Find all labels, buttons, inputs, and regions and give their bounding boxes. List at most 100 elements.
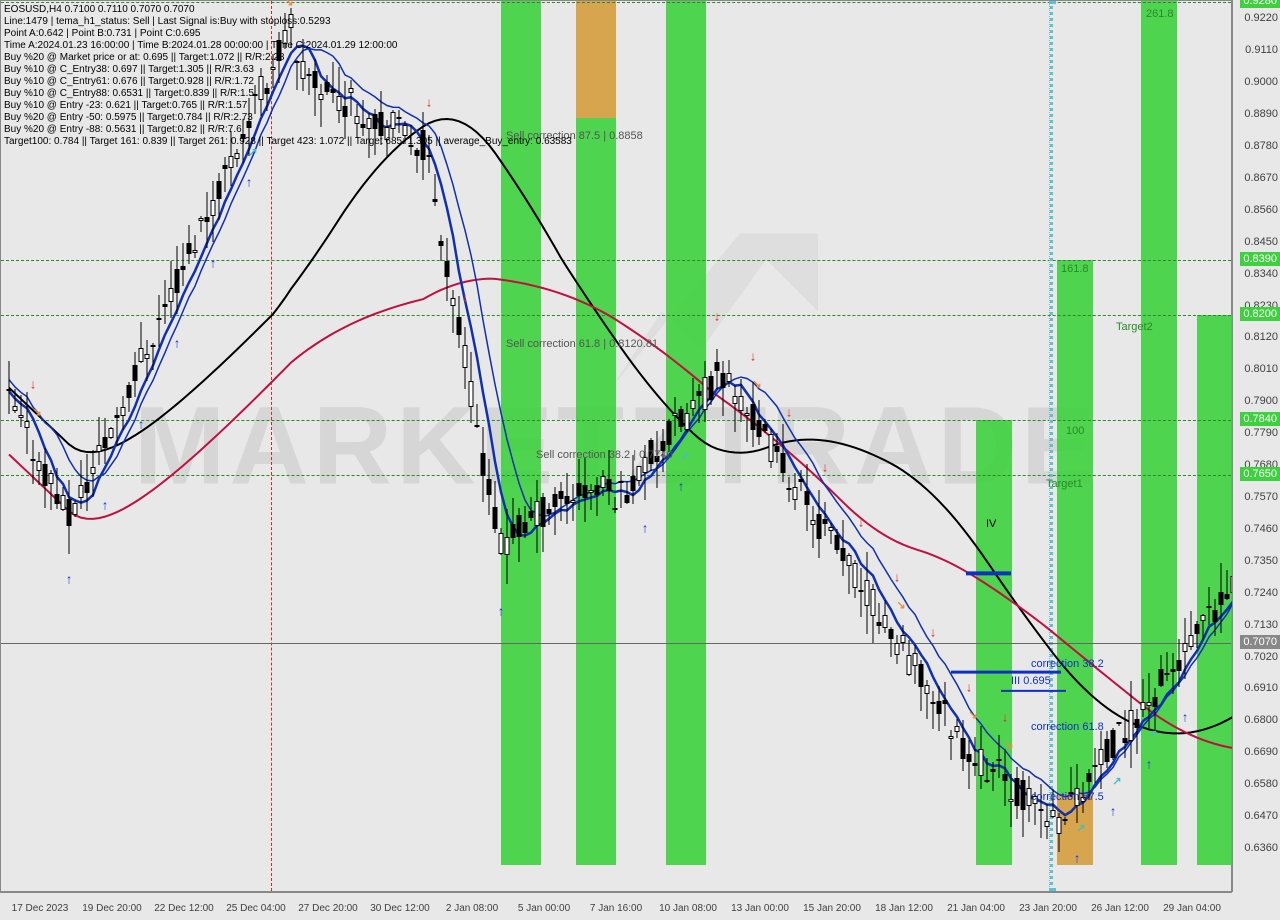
current-price-line [1,643,1231,644]
y-tick-label: 0.8670 [1244,172,1278,184]
x-tick-label: 18 Jan 12:00 [875,903,933,914]
info-line: EOSUSD,H4 0.7100 0.7110 0.7070 0.7070 [4,4,572,16]
y-tick-label: 0.6580 [1244,778,1278,790]
chart-annotation: Target1 [1046,478,1083,490]
y-tick-label: 0.8890 [1244,108,1278,120]
chart-annotation: Sell correction 38.2 | 0.7740 [536,449,673,461]
y-tick-label: 0.9220 [1244,12,1278,24]
horizontal-level-line [1,260,1231,261]
arrow-icon: ↗ [1148,730,1157,741]
info-line: Point A:0.642 | Point B:0.731 | Point C:… [4,28,572,40]
x-tick-label: 30 Dec 12:00 [370,903,430,914]
watermark-text: MARKETZTRADE [134,383,1099,510]
y-tick-label: 0.8450 [1244,236,1278,248]
info-line: Line:1479 | tema_h1_status: Sell | Last … [4,16,572,28]
x-tick-label: 29 Jan 04:00 [1163,903,1221,914]
chart-info-overlay: EOSUSD,H4 0.7100 0.7110 0.7070 0.7070Lin… [4,4,572,148]
y-tick-label: 0.7130 [1244,619,1278,631]
chart-annotation: correction 38.2 [1031,658,1104,670]
buy-arrow-icon: ↑ [138,418,145,431]
x-tick-label: 19 Dec 20:00 [82,903,142,914]
x-tick-label: 5 Jan 00:00 [518,903,570,914]
sell-arrow-icon: ↓ [30,377,37,390]
sell-arrow-icon: ↓ [894,571,901,584]
vertical-marker-line [1049,1,1053,891]
horizontal-level-line [1,475,1231,476]
x-tick-label: 10 Jan 08:00 [659,903,717,914]
y-tick-label: 0.6910 [1244,682,1278,694]
price-tag: 0.7070 [1240,635,1280,649]
price-tag: 0.8200 [1240,307,1280,321]
price-tag: 0.7840 [1240,412,1280,426]
buy-arrow-icon: ↑ [1182,711,1189,724]
buy-arrow-icon: ↑ [678,479,685,492]
y-tick-label: 0.7020 [1244,651,1278,663]
y-tick-label: 0.7900 [1244,395,1278,407]
y-axis: 0.9220 0.9110 0.9000 0.8890 0.8780 0.8670 0.85… [1232,0,1280,892]
info-line: Buy %10 @ C_Entry61: 0.676 || Target:0.9… [4,76,572,88]
arrow-icon: ↘ [32,407,41,418]
chart-annotation: III 0.695 [1011,675,1051,687]
chart-annotation: Target2 [1116,321,1153,333]
y-tick-label: 0.7350 [1244,555,1278,567]
x-tick-label: 22 Dec 12:00 [154,903,214,914]
x-tick-label: 25 Dec 04:00 [226,903,286,914]
y-tick-label: 0.8560 [1244,204,1278,216]
zone-rect [1141,1,1177,865]
info-line: Buy %10 @ C_Entry38: 0.697 || Target:1.3… [4,64,572,76]
zone-rect [1197,315,1233,865]
sell-arrow-icon: ↓ [822,460,829,473]
buy-arrow-icon: ↑ [102,498,109,511]
x-tick-label: 15 Jan 20:00 [803,903,861,914]
sell-arrow-icon: ↓ [1002,710,1009,723]
zone-rect [576,1,616,118]
info-line: Buy %10 @ C_Entry88: 0.6531 || Target:0.… [4,88,572,100]
info-line: Time A:2024.01.23 16:00:00 | Time B:2024… [4,40,572,52]
x-tick-label: 27 Dec 20:00 [298,903,358,914]
info-line: Buy %20 @ Entry -50: 0.5975 || Target:0.… [4,112,572,124]
x-tick-label: 17 Dec 2023 [12,903,69,914]
x-tick-label: 2 Jan 08:00 [446,903,498,914]
arrow-icon: ↗ [1112,776,1121,787]
price-tag: 0.9280 [1240,0,1280,8]
y-tick-label: 0.8010 [1244,363,1278,375]
sell-arrow-icon: ↓ [930,626,937,639]
info-line: Buy %20 @ Entry -88: 0.5631 || Target:0.… [4,124,572,136]
y-tick-label: 0.9000 [1244,76,1278,88]
info-line: Buy %20 @ Market price or at: 0.695 || T… [4,52,572,64]
zone-rect [666,1,706,865]
y-tick-label: 0.7240 [1244,587,1278,599]
info-line: Target100: 0.784 || Target 161: 0.839 ||… [4,136,572,148]
buy-arrow-icon: ↑ [1146,758,1153,771]
price-tag: 0.7650 [1240,467,1280,481]
x-tick-label: 7 Jan 16:00 [590,903,642,914]
chart-plot-area[interactable]: MARKETZTRADE ↓↘↑↑↑↑↑↑↗↓↘↓↓↑↑↑↗↓↓↘↓↓↓↓↘↓↓… [0,0,1232,892]
x-tick-label: 13 Jan 00:00 [731,903,789,914]
buy-arrow-icon: ↑ [210,256,217,269]
y-tick-label: 0.9110 [1245,44,1278,56]
y-tick-label: 0.6360 [1244,842,1278,854]
y-tick-label: 0.7790 [1244,427,1278,439]
y-tick-label: 0.8120 [1244,331,1278,343]
y-tick-label: 0.7460 [1244,523,1278,535]
y-tick-label: 0.8340 [1244,268,1278,280]
buy-arrow-icon: ↑ [66,573,73,586]
buy-arrow-icon: ↑ [174,337,181,350]
chart-annotation: 100 [1066,425,1084,437]
x-tick-label: 26 Jan 12:00 [1091,903,1149,914]
arrow-icon: ↘ [752,380,761,391]
y-tick-label: 0.8780 [1244,140,1278,152]
sell-arrow-icon: ↓ [462,290,469,303]
chart-annotation: 261.8 [1146,8,1174,20]
buy-arrow-icon: ↑ [498,605,505,618]
y-tick-label: 0.6470 [1244,810,1278,822]
price-tag: 0.8390 [1240,252,1280,266]
chart-annotation: correction 61.8 [1031,721,1104,733]
buy-arrow-icon: ↑ [642,522,649,535]
arrow-icon: ↗ [1076,823,1085,834]
x-tick-label: 23 Jan 20:00 [1019,903,1077,914]
chart-annotation: IV [986,518,996,530]
y-tick-label: 0.7570 [1244,491,1278,503]
chart-annotation: correction 87.5 [1031,791,1104,803]
sell-arrow-icon: ↓ [750,350,757,363]
